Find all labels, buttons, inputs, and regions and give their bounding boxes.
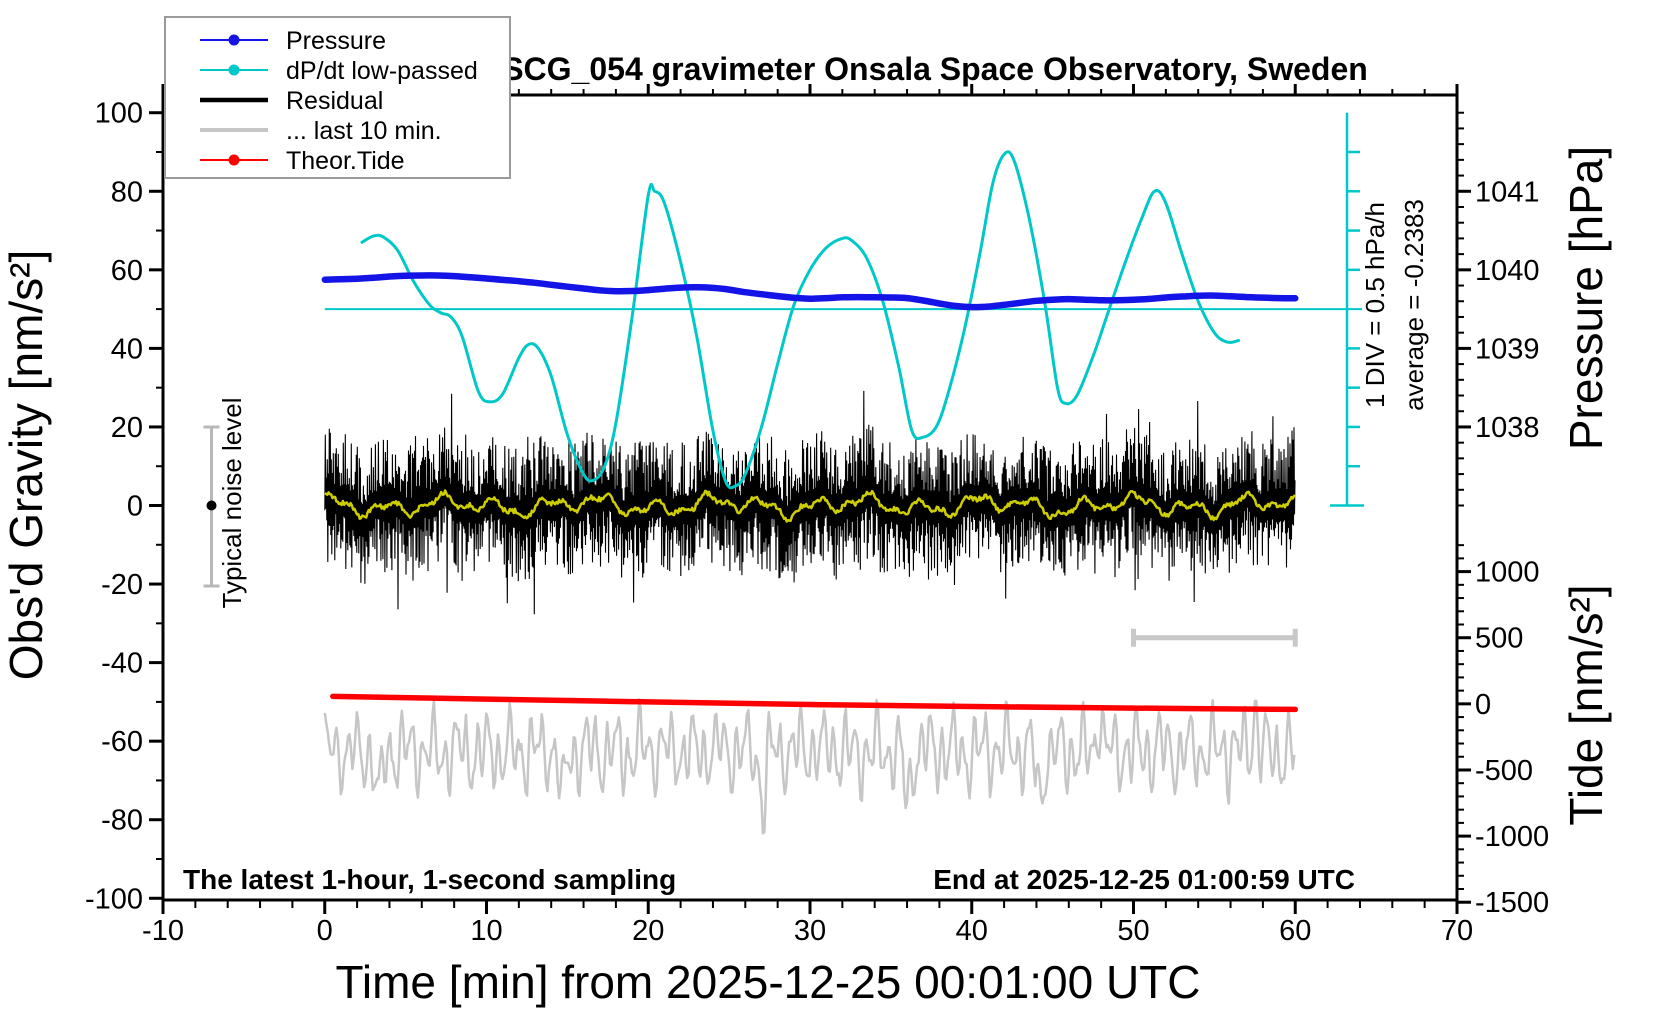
legend: Pressure dP/dt low-passed Residual ... l… [164, 16, 511, 179]
gravity-tick-label: 100 [95, 98, 143, 130]
x-tick-label: -10 [142, 915, 184, 947]
gravity-tick-label: 20 [111, 412, 143, 444]
pressure-tick-label: 1038 [1475, 412, 1540, 444]
pressure-tick-label: 1040 [1475, 255, 1540, 287]
tide-tick-label: 0 [1475, 689, 1491, 721]
gravity-tick-label: -100 [85, 883, 143, 915]
residual-legend-label: Residual [286, 87, 383, 115]
dpdt-legend-label: dP/dt low-passed [286, 57, 478, 85]
pressure-tick-label: 1039 [1475, 333, 1540, 365]
gravity-tick-label: 40 [111, 333, 143, 365]
gravity-tick-label: -60 [101, 726, 143, 758]
residual-curve [324, 390, 1296, 615]
legend-item-dpdt: dP/dt low-passed [200, 57, 478, 85]
sampling-note: The latest 1-hour, 1-second sampling [183, 864, 676, 895]
chart-title: SCG_054 gravimeter Onsala Space Observat… [502, 51, 1368, 87]
legend-item-pressure: Pressure [200, 27, 386, 55]
pressure-legend-dot [228, 34, 240, 46]
last10-curve [323, 698, 1296, 835]
noise-level-label: Typical noise level [217, 398, 247, 609]
tide-tick-label: -1000 [1475, 821, 1549, 853]
x-tick-label: 70 [1441, 915, 1473, 947]
chart-generated-layers: -10 0 10 20 30 40 50 60 70100806040200-20-40-60-… [85, 84, 1549, 947]
x-tick-label: 0 [317, 915, 333, 947]
x-tick-label: 30 [794, 915, 826, 947]
legend-item-tide: Theor.Tide [200, 147, 405, 175]
dpdt-legend-dot [228, 64, 240, 76]
gravity-tick-label: -20 [101, 569, 143, 601]
dpdt-curve [360, 150, 1241, 490]
tide-axis-title: Tide [nm/s²] [1560, 584, 1612, 825]
pressure-legend-label: Pressure [286, 27, 386, 55]
gravity-tick-label: -40 [101, 648, 143, 680]
x-tick-label: 20 [632, 915, 664, 947]
end-note: End at 2025-12-25 01:00:59 UTC [933, 864, 1355, 895]
average-label: average = -0.2383 [1399, 199, 1429, 411]
x-tick-label: 50 [1117, 915, 1149, 947]
pressure-tick-label: 1041 [1475, 176, 1540, 208]
noise-errorbar-dot [206, 500, 217, 511]
gravity-axis-title: Obs'd Gravity [nm/s²] [0, 250, 52, 681]
x-tick-label: 10 [470, 915, 502, 947]
pressure-axis-title: Pressure [hPa] [1560, 146, 1612, 450]
div-scale-label: 1 DIV = 0.5 hPa/h [1360, 202, 1390, 408]
gravity-tick-label: 60 [111, 255, 143, 287]
gravity-tick-label: -80 [101, 805, 143, 837]
tide-curve [330, 693, 1299, 713]
gravity-tick-label: 80 [111, 176, 143, 208]
tide-tick-label: 1000 [1475, 557, 1540, 589]
last10-legend-label: ... last 10 min. [286, 117, 442, 145]
tide-legend-dot [228, 154, 240, 166]
tide-tick-label: 500 [1475, 623, 1523, 655]
tide-legend-label: Theor.Tide [286, 147, 405, 175]
legend-box [164, 16, 511, 179]
gravity-tick-label: 0 [127, 491, 143, 523]
tide-tick-label: -1500 [1475, 887, 1549, 919]
residual-smoothed-curve [324, 489, 1296, 523]
legend-item-residual: Residual [200, 87, 383, 115]
tide-tick-label: -500 [1475, 755, 1533, 787]
legend-item-last10: ... last 10 min. [200, 117, 442, 145]
x-tick-label: 40 [956, 915, 988, 947]
x-tick-label: 60 [1279, 915, 1311, 947]
x-axis-title: Time [min] from 2025-12-25 00:01:00 UTC [336, 956, 1201, 1008]
pressure-curve [321, 272, 1299, 311]
